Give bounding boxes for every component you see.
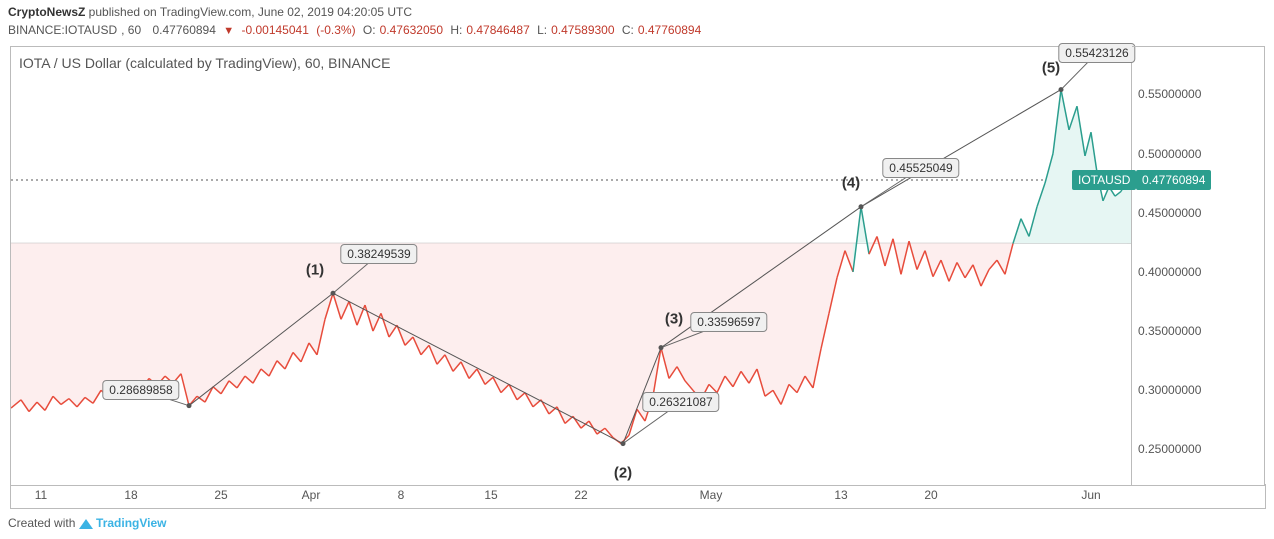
wave-label: (5) — [1042, 60, 1060, 77]
chart-title: IOTA / US Dollar (calculated by TradingV… — [19, 55, 390, 71]
x-tick-label: 13 — [834, 488, 847, 502]
y-tick-label: 0.45000000 — [1138, 206, 1201, 220]
y-tick-label: 0.40000000 — [1138, 265, 1201, 279]
low-label: L: — [537, 23, 547, 37]
price-annotation[interactable]: 0.55423126 — [1058, 43, 1135, 63]
x-tick-label: 22 — [574, 488, 587, 502]
wave-label: (3) — [665, 311, 683, 328]
down-arrow-icon: ▼ — [223, 25, 234, 37]
change-pct: (-0.3%) — [316, 23, 355, 37]
low-value: 0.47589300 — [551, 23, 614, 37]
close-label: C: — [622, 23, 634, 37]
change-abs: -0.00145041 — [241, 23, 308, 37]
price-annotation[interactable]: 0.38249539 — [340, 244, 417, 264]
footer: Created with TradingView — [8, 516, 167, 530]
x-tick-label: 15 — [484, 488, 497, 502]
last-price: 0.47760894 — [153, 23, 216, 37]
author-name: CryptoNewsZ — [8, 5, 85, 19]
close-value: 0.47760894 — [638, 23, 701, 37]
x-tick-label: 20 — [924, 488, 937, 502]
x-tick-label: May — [700, 488, 723, 502]
x-tick-label: Jun — [1081, 488, 1100, 502]
open-value: 0.47632050 — [380, 23, 443, 37]
publish-meta: published on TradingView.com, June 02, 2… — [85, 5, 412, 19]
price-chart-svg — [11, 47, 1131, 485]
wave-label: (1) — [306, 261, 324, 278]
price-annotation[interactable]: 0.45525049 — [882, 158, 959, 178]
footer-prefix: Created with — [8, 516, 79, 530]
x-tick-label: 18 — [124, 488, 137, 502]
y-tick-label: 0.55000000 — [1138, 87, 1201, 101]
y-tick-label: 0.30000000 — [1138, 383, 1201, 397]
symbol: BINANCE:IOTAUSD — [8, 23, 117, 37]
price-annotation[interactable]: 0.28689858 — [102, 380, 179, 400]
x-axis-pane[interactable]: 11 18 25 Apr 8 15 22 May 13 20 Jun — [10, 484, 1266, 509]
chart-pane[interactable]: IOTA / US Dollar (calculated by TradingV… — [10, 46, 1132, 486]
publish-line: CryptoNewsZ published on TradingView.com… — [0, 0, 1274, 21]
wave-label: (2) — [614, 465, 632, 482]
ticker-line: BINANCE:IOTAUSD , 60 0.47760894 ▼ -0.0014… — [0, 21, 1274, 42]
x-tick-label: Apr — [302, 488, 321, 502]
footer-brand[interactable]: TradingView — [96, 516, 166, 530]
y-axis-pane[interactable]: 0.25000000 0.30000000 0.35000000 0.40000000… — [1132, 46, 1265, 486]
symbol-tag: IOTAUSD — [1072, 170, 1136, 190]
wave-label: (4) — [842, 175, 860, 192]
price-annotation[interactable]: 0.33596597 — [690, 312, 767, 332]
price-annotation[interactable]: 0.26321087 — [642, 392, 719, 412]
y-tick-label: 0.35000000 — [1138, 324, 1201, 338]
y-tick-label: 0.50000000 — [1138, 147, 1201, 161]
open-label: O: — [363, 23, 376, 37]
x-tick-label: 8 — [398, 488, 405, 502]
interval: , 60 — [121, 23, 145, 37]
high-value: 0.47846487 — [466, 23, 529, 37]
x-tick-label: 11 — [35, 488, 47, 502]
high-label: H: — [450, 23, 462, 37]
current-price-tag: 0.47760894 — [1136, 170, 1211, 190]
y-tick-label: 0.25000000 — [1138, 442, 1201, 456]
tradingview-logo-icon — [79, 519, 93, 529]
x-tick-label: 25 — [214, 488, 227, 502]
chart-screenshot: CryptoNewsZ published on TradingView.com… — [0, 0, 1274, 539]
